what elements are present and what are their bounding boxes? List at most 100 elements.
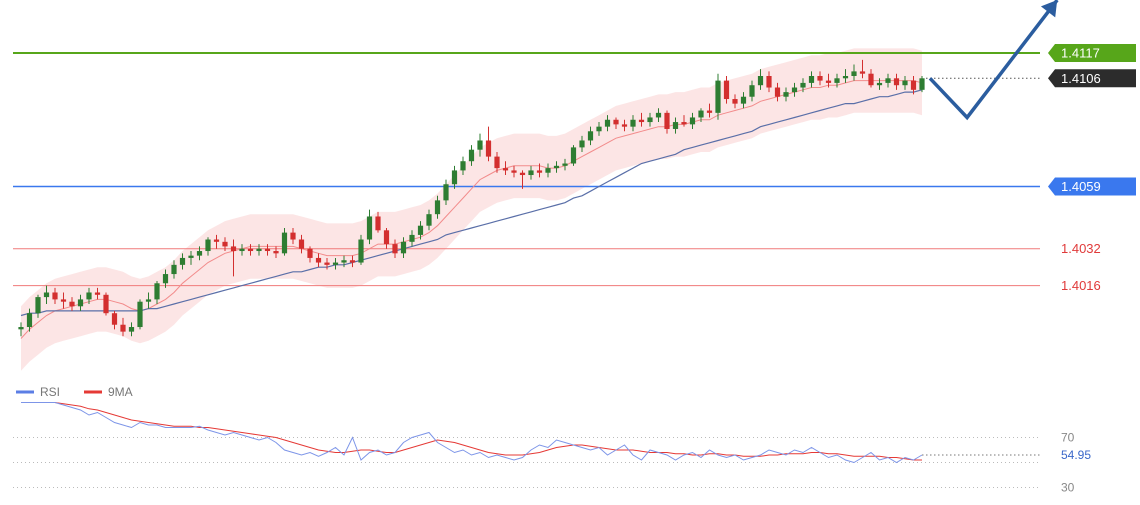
candle-body	[77, 299, 84, 307]
candle-body	[383, 230, 390, 245]
candle-body	[366, 216, 373, 240]
candle-body	[443, 184, 449, 201]
candle-body	[375, 216, 381, 231]
candle-body	[417, 225, 424, 235]
candle-body	[154, 283, 160, 300]
legend-label-9MA: 9MA	[108, 385, 133, 399]
candle-body	[579, 140, 585, 148]
price-tag-1.4117-bg	[1048, 43, 1136, 62]
candle-body	[655, 112, 662, 118]
candle-body	[596, 126, 602, 132]
candle-body	[137, 301, 143, 328]
rsi-current-value: 54.95	[1061, 448, 1091, 462]
price-tag-current-bg	[1048, 69, 1136, 88]
candle-body	[120, 324, 126, 332]
candle-body	[477, 140, 483, 150]
candle-body	[52, 292, 58, 300]
candle-body	[502, 168, 509, 171]
candle-body	[647, 117, 653, 123]
candle-body	[315, 257, 322, 263]
candle-body	[910, 80, 917, 90]
candle-body	[171, 264, 177, 275]
candles-group	[18, 59, 925, 337]
candle-body	[851, 71, 857, 76]
price-tag-1.4059-text: 1.4059	[1061, 179, 1101, 194]
candle-body	[426, 214, 432, 226]
candle-body	[859, 71, 866, 74]
candle-body	[358, 239, 364, 263]
candle-body	[128, 327, 135, 332]
candle-body	[868, 73, 874, 86]
candle-body	[145, 299, 152, 302]
price-tag-1.4059: 1.4059	[1048, 177, 1136, 196]
candle-body	[681, 122, 687, 125]
candle-body	[69, 301, 75, 307]
candle-body	[256, 248, 262, 252]
candle-body	[392, 244, 398, 254]
candle-body	[536, 170, 543, 173]
price-tag-1.4117-text: 1.4117	[1061, 45, 1100, 60]
forecast-arrow-path	[928, 0, 1059, 121]
candle-body	[307, 248, 313, 258]
forecast-arrow-head	[1040, 0, 1058, 18]
candle-body	[774, 87, 781, 97]
candle-body	[766, 76, 772, 88]
candle-body	[808, 76, 815, 83]
candle-body	[613, 119, 619, 125]
candle-body	[689, 117, 696, 125]
candle-body	[290, 232, 296, 240]
candle-body	[706, 110, 713, 113]
candle-body	[698, 110, 704, 118]
candle-body	[460, 161, 466, 171]
candle-body	[162, 274, 169, 284]
candle-body	[732, 99, 738, 104]
rsi-level-label-70: 70	[1061, 431, 1075, 445]
candle-body	[400, 241, 407, 254]
candle-body	[528, 170, 534, 176]
candle-body	[621, 124, 628, 127]
rsi-legend: RSI 9MA	[16, 385, 133, 399]
candle-body	[239, 248, 245, 252]
candle-body	[196, 251, 203, 256]
rsi-line	[21, 402, 923, 464]
candle-body	[842, 76, 849, 79]
candle-body	[757, 76, 764, 86]
candle-body	[919, 78, 925, 90]
price-tag-1.4032: 1.4032	[1061, 241, 1101, 256]
candle-body	[494, 156, 500, 169]
candle-body	[43, 292, 50, 298]
rsi-9ma-line	[21, 402, 922, 461]
candle-body	[783, 92, 789, 97]
candle-body	[264, 248, 271, 252]
candle-body	[749, 85, 755, 97]
candle-body	[664, 112, 670, 129]
candle-body	[281, 232, 288, 254]
price-tag-1.4059-bg	[1048, 177, 1136, 196]
candle-body	[86, 292, 92, 300]
price-tag-1.4016-text: 1.4016	[1061, 278, 1101, 293]
price-tag-1.4016: 1.4016	[1061, 278, 1101, 293]
bollinger-band	[21, 48, 922, 371]
candle-body	[434, 200, 441, 215]
candle-body	[562, 163, 568, 166]
candle-body	[18, 327, 24, 330]
candle-body	[179, 257, 186, 265]
candle-body	[205, 239, 211, 252]
price-tag-current-text: 1.4106	[1061, 71, 1101, 86]
price-tag-1.4117: 1.4117	[1048, 43, 1136, 62]
legend-label-RSI: RSI	[40, 385, 60, 399]
slow-ma-line	[20, 89, 923, 317]
candle-body	[60, 299, 67, 302]
rsi-level-label-30: 30	[1061, 481, 1075, 495]
candle-body	[273, 251, 279, 254]
candle-body	[791, 87, 798, 93]
candle-body	[341, 260, 347, 263]
candle-body	[885, 78, 891, 83]
candle-body	[553, 165, 560, 169]
candle-body	[26, 313, 33, 328]
candle-body	[834, 78, 840, 83]
candle-body	[349, 260, 356, 263]
candle-body	[715, 80, 721, 113]
